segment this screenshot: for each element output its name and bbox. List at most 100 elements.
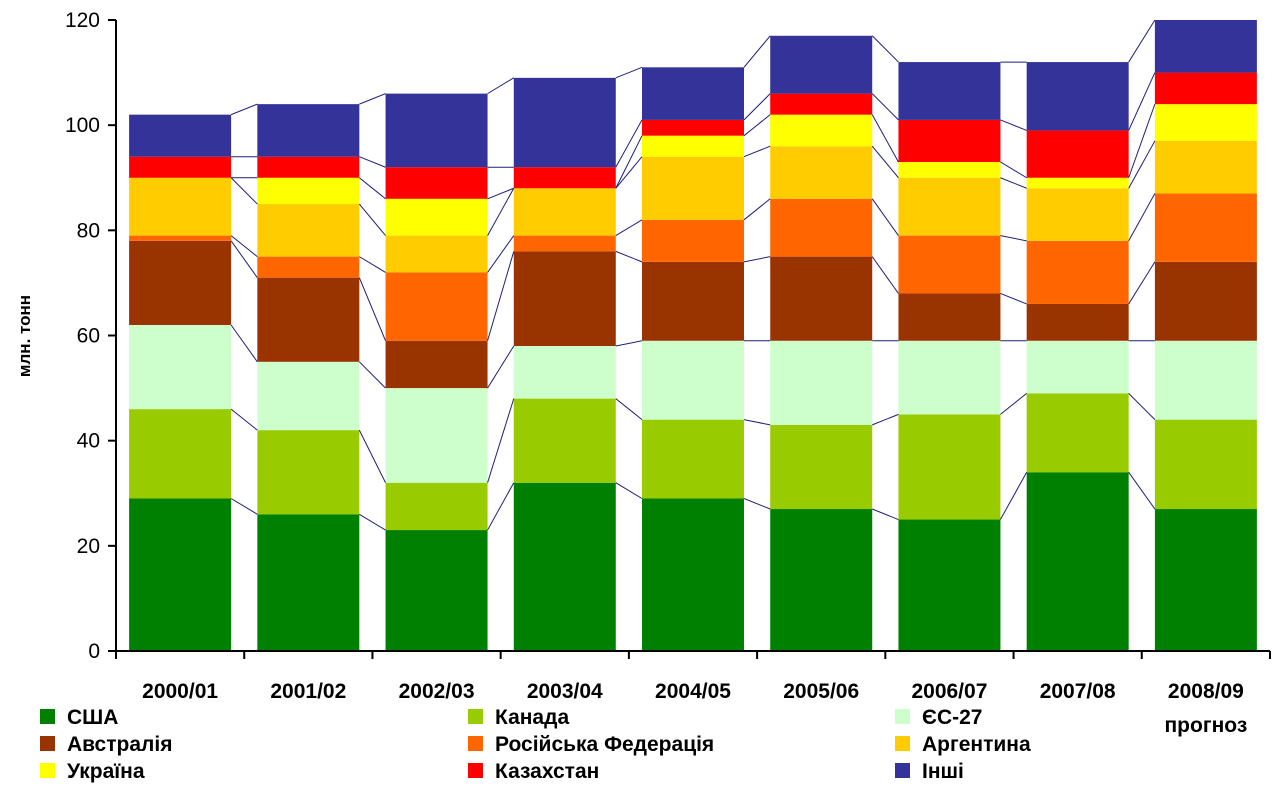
bar-segment (257, 156, 360, 178)
series-line (743, 35, 771, 68)
bar-segment (642, 156, 744, 220)
series-line (743, 93, 771, 121)
legend-swatch (40, 763, 55, 778)
series-line (359, 513, 386, 531)
legend-swatch (40, 709, 55, 724)
series-line (230, 498, 258, 515)
x-tick-label: 2000/01 (142, 680, 218, 703)
series-line (1128, 261, 1156, 305)
series-line (487, 235, 515, 273)
bar-segment (770, 424, 873, 510)
series-line (1000, 119, 1027, 131)
bar-segment (770, 509, 873, 651)
bar-segment (1154, 140, 1257, 194)
series-line (487, 251, 515, 341)
bar-segment (513, 482, 616, 651)
bar-segment (1154, 261, 1257, 341)
bar-segment (770, 340, 873, 425)
bars-layer (129, 20, 1257, 651)
bar-segment (257, 204, 360, 257)
legend-label: Україна (67, 760, 145, 783)
bar-segment (1154, 104, 1257, 141)
legend-label: Аргентина (922, 733, 1031, 756)
legend-item: ЄС-27 (895, 706, 982, 729)
legend-label: ЄС-27 (922, 706, 982, 729)
bar-segment (898, 414, 1001, 520)
bar-segment (129, 409, 232, 499)
bar-segment (129, 324, 232, 410)
series-line (872, 413, 899, 426)
x-tick-label: 2007/08 (1040, 680, 1116, 703)
series-connector-lines (230, 19, 1156, 531)
series-line (1000, 292, 1027, 305)
bar-segment (1026, 62, 1129, 131)
bar-segment (513, 251, 616, 347)
legend-label: Інші (922, 760, 964, 783)
bar-segment (1026, 240, 1129, 304)
y-axis-title: млн. тонн (15, 295, 34, 377)
series-line (615, 219, 643, 237)
series-line (487, 398, 515, 483)
bar-segment (257, 256, 360, 278)
series-line (871, 35, 899, 63)
bar-segment (770, 198, 873, 257)
bar-segment (1026, 177, 1129, 189)
bar-segment (513, 346, 616, 399)
y-tick-label: 60 (77, 325, 100, 348)
bar-segment (770, 256, 873, 341)
series-line (487, 482, 515, 531)
series-line (359, 177, 386, 200)
x-tick-label: 2002/03 (399, 680, 475, 703)
legend-label: Казахстан (495, 760, 599, 783)
y-tick-label: 100 (65, 114, 100, 137)
bar-segment (898, 519, 1001, 651)
y-tick-label: 120 (65, 9, 100, 32)
legend-item: Канада (468, 706, 569, 729)
series-line (743, 114, 771, 137)
series-line (615, 119, 643, 168)
bar-segment (1026, 340, 1129, 394)
series-line (871, 198, 899, 236)
bar-segment (642, 67, 744, 120)
bar-segment (129, 235, 232, 241)
series-line (230, 240, 258, 278)
series-line (743, 198, 771, 221)
legend-label: Канада (495, 706, 569, 729)
series-line (743, 145, 771, 158)
y-tick-label: 80 (77, 219, 100, 242)
legend-label: Австралія (67, 733, 172, 756)
bar-segment (385, 388, 488, 483)
series-line (615, 398, 643, 421)
legend-item: Україна (40, 760, 145, 783)
series-line (487, 187, 514, 200)
y-tick-label: 40 (77, 430, 100, 453)
bar-segment (257, 277, 360, 362)
series-line (230, 408, 258, 431)
legend-swatch (895, 763, 910, 778)
series-line (359, 256, 386, 273)
bar-segment (129, 177, 232, 236)
series-line (871, 93, 899, 121)
bar-segment (1026, 130, 1129, 178)
bar-segment (385, 482, 488, 531)
series-line (230, 235, 258, 258)
legend-label: Російська Федерація (495, 733, 714, 756)
series-line (487, 188, 515, 236)
legend-swatch (895, 709, 910, 724)
x-tick-label: 2006/07 (911, 680, 987, 703)
series-line (615, 156, 643, 189)
bar-segment (898, 340, 1001, 415)
bar-segment (1026, 303, 1129, 341)
bar-segment (642, 498, 744, 651)
legend: США Канада ЄС-27 Австралія Російська Федерац… (40, 706, 1031, 783)
y-tick-label: 20 (77, 535, 100, 558)
series-line (1128, 72, 1156, 131)
bar-segment (770, 35, 873, 94)
bar-segment (257, 514, 360, 651)
series-line (230, 103, 258, 116)
legend-item: Російська Федерація (468, 733, 714, 756)
series-line (358, 277, 387, 341)
bar-segment (1154, 193, 1257, 262)
series-line (359, 156, 386, 168)
